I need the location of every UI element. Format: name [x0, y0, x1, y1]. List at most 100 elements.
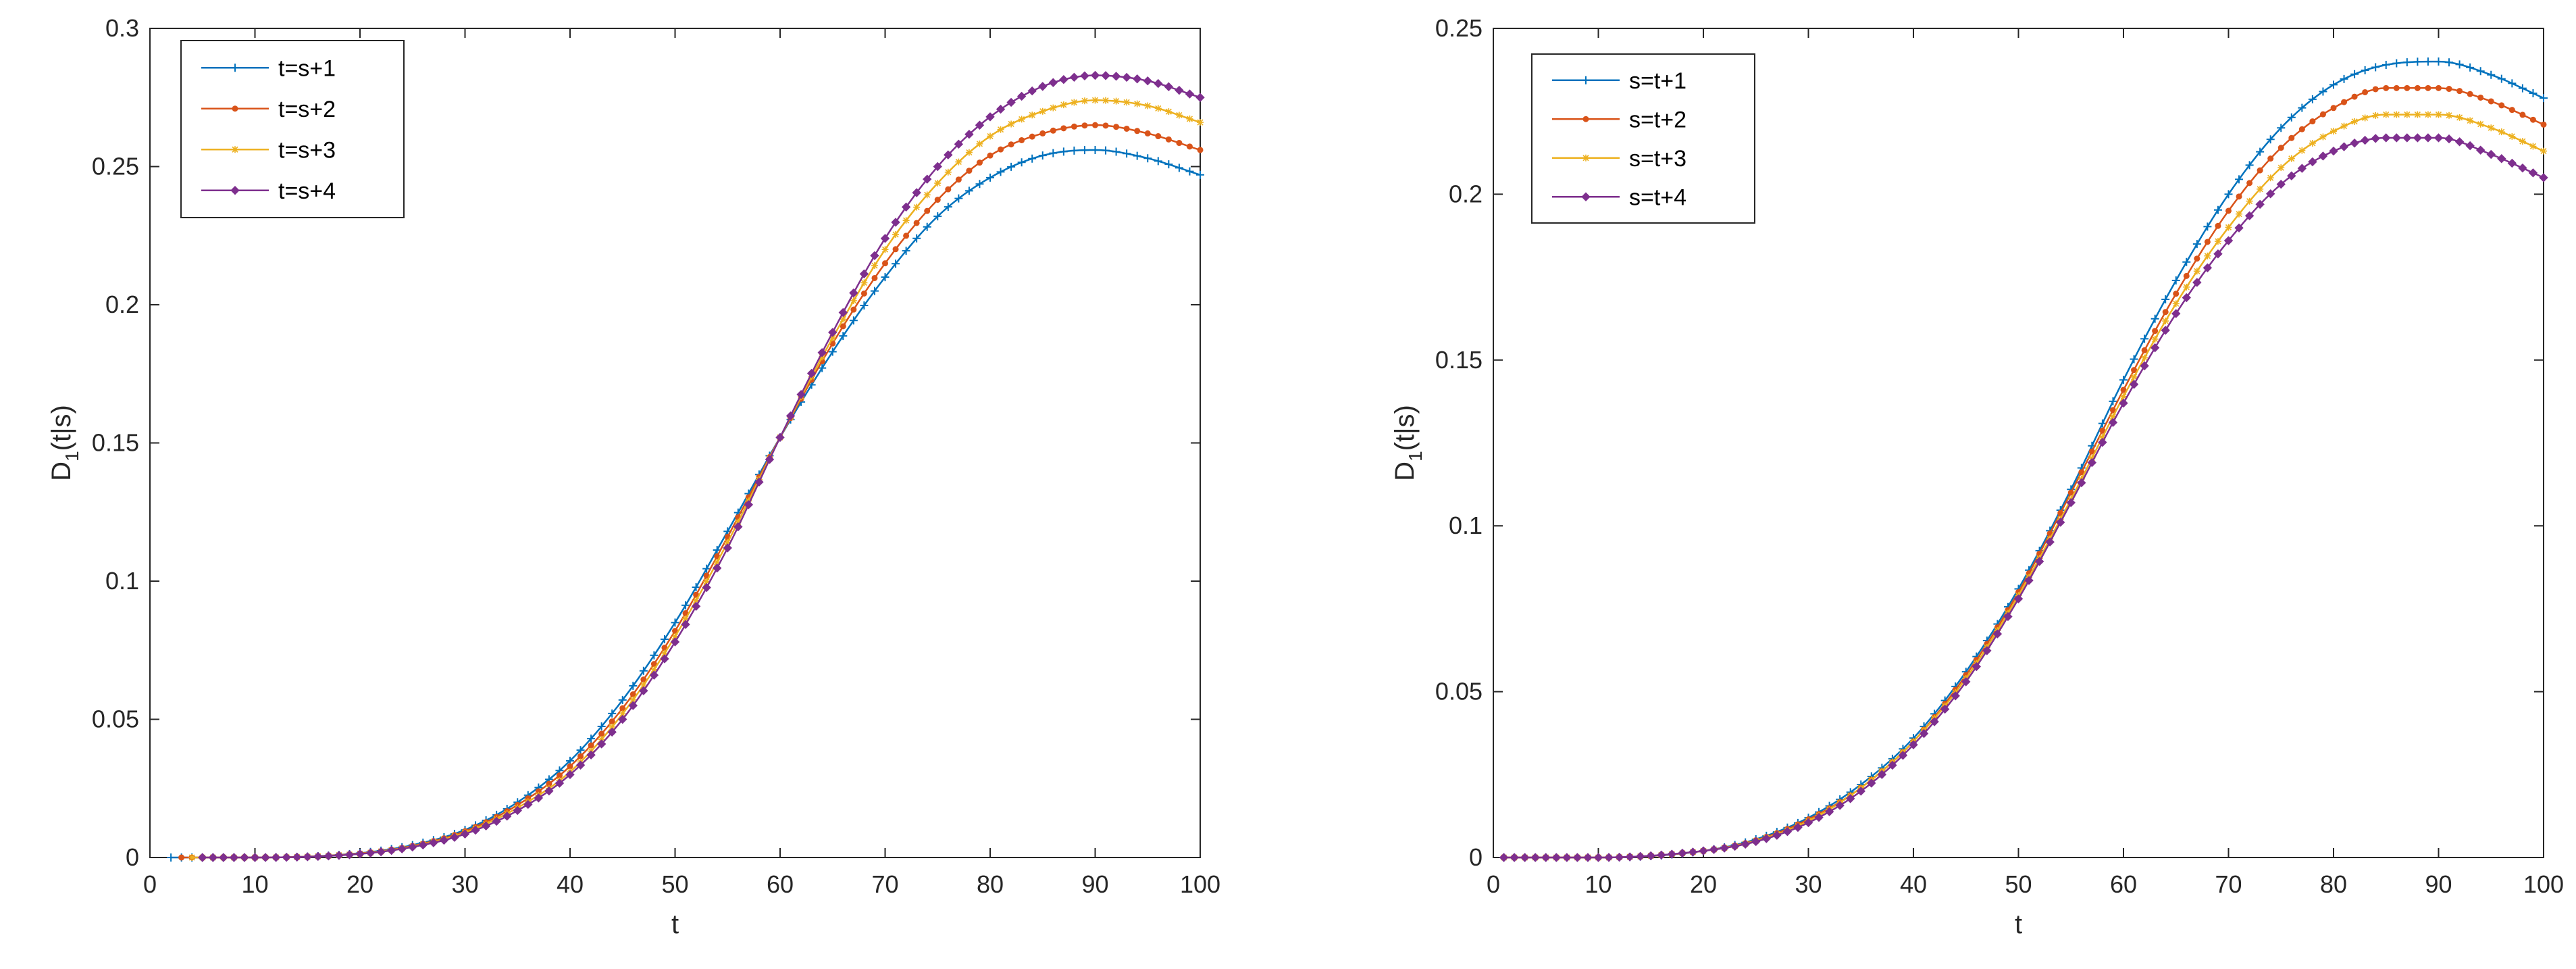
chart1-ylabel-main: D [47, 462, 76, 481]
chart1-series-1-marker [828, 347, 837, 356]
chart2-series-1-marker [2350, 70, 2359, 78]
chart2-series-4-marker [1751, 837, 1761, 847]
chart2-series-4-marker [2507, 158, 2517, 168]
chart2-series-2-marker [2414, 84, 2421, 91]
chart2-series-4-marker [2234, 223, 2244, 233]
chart1-series-4-marker [1101, 71, 1110, 80]
chart2-ytick-label: 0.1 [1449, 512, 1483, 539]
chart1-series-4-marker [208, 853, 218, 862]
chart1-series-4-marker [954, 139, 964, 149]
chart1-series-2-marker [976, 159, 983, 166]
chart2-series-4-marker [2276, 179, 2286, 189]
chart1-series-3-marker [840, 316, 847, 323]
chart1-series-3-marker [1165, 108, 1173, 116]
chart2-xtick-label: 70 [2215, 870, 2242, 898]
chart1-series-1-marker [650, 651, 659, 660]
chart1-series-4-marker [733, 522, 743, 532]
chart2-series-4-marker [2371, 134, 2380, 143]
chart2-series-3-marker [2141, 354, 2148, 362]
chart1-series-3-marker [188, 854, 196, 861]
chart1-series-4-marker [198, 853, 207, 862]
chart1-xtick-label: 40 [557, 870, 584, 898]
chart1-series-2-marker [1113, 124, 1120, 130]
chart1-series-1-marker [1102, 146, 1110, 155]
chart1-series-4-marker [1195, 93, 1205, 102]
chart1-series-1-marker [1059, 147, 1068, 156]
chart2-series-2-marker [2467, 91, 2473, 97]
chart2-series-4-marker [1845, 794, 1855, 803]
chart1-series-4-marker [912, 188, 921, 197]
chart2-series-1-marker [2497, 74, 2506, 83]
chart2-series-4-marker [1678, 848, 1687, 858]
chart2-series-1-marker [2487, 70, 2496, 79]
chart2-series-4-marker [1730, 841, 1740, 851]
chart2-xtick-label: 10 [1585, 870, 1612, 898]
chart1-series-2-marker [546, 780, 552, 787]
chart2-series-4-marker [1856, 787, 1865, 796]
chart2-xtick-label: 100 [2523, 870, 2564, 898]
chart2-series-2-marker [2383, 84, 2390, 91]
chart2-series-1-marker [2455, 60, 2464, 69]
chart1-series-4-marker [292, 852, 302, 862]
chart2-series-4-marker [2350, 139, 2359, 148]
chart1-series-4-marker [1143, 76, 1152, 86]
chart2-series-4-marker [1772, 830, 1782, 840]
chart1-series-2-marker [535, 788, 542, 795]
chart2-series-1-marker [2361, 66, 2369, 74]
chart1-series-3-marker [965, 149, 973, 156]
chart1-series-1-marker [933, 212, 942, 221]
chart2-series-3-marker [2477, 120, 2484, 128]
chart2-series-4-marker [2098, 437, 2107, 447]
chart1-series-4-marker [334, 851, 344, 860]
chart2-series-3-marker [2236, 210, 2243, 218]
chart1-series-1-marker [671, 618, 679, 627]
chart1-series-1-marker [618, 695, 627, 704]
chart1-series-4-marker [838, 307, 848, 318]
chart2-legend-marker-3 [1582, 154, 1589, 162]
chart2-series-3-marker [2098, 434, 2106, 441]
chart1-series-1-marker [964, 187, 973, 195]
chart1-series-2-marker [1050, 127, 1056, 134]
chart1-series-2-marker [850, 306, 857, 313]
chart2-series-2-marker [2519, 111, 2526, 118]
chart1-series-1-marker [1164, 160, 1173, 169]
chart2-ylabel-sub: 1 [1405, 451, 1426, 462]
chart2-series-4-marker [1940, 704, 1950, 714]
chart1-series-3-marker [1050, 104, 1057, 111]
chart2-series-4-marker [1699, 846, 1708, 855]
chart2-series-4-marker [2213, 249, 2223, 259]
chart1-series-4-marker [649, 670, 659, 680]
chart1-xtick-label: 20 [346, 870, 373, 898]
chart2-xtick-label: 40 [1900, 870, 1927, 898]
chart2-series-2-marker [2351, 93, 2358, 100]
chart2-series-2-marker [2393, 84, 2400, 91]
chart1-series-4-marker [544, 786, 554, 796]
chart1-legend-label-4: t=s+4 [278, 178, 336, 204]
chart2-series-1-marker [2434, 57, 2443, 66]
chart1-legend: t=s+1 t=s+2 t=s+3 t=s+4 [180, 40, 405, 218]
chart2-series-4-marker [1919, 728, 1929, 739]
chart1-series-2-marker [609, 718, 615, 725]
chart1-series-3-marker [724, 539, 731, 546]
chart2-series-1-marker [2392, 59, 2401, 68]
chart2-series-3-marker [2183, 283, 2190, 291]
chart1-series-4-marker [555, 778, 565, 788]
chart2-series-2-marker [2152, 328, 2159, 334]
chart2-series-3-marker [2162, 318, 2169, 325]
chart2-ytick-label: 0.15 [1435, 346, 1483, 374]
chart2-series-4-marker [1867, 778, 1876, 788]
chart1-series-2-marker [577, 753, 584, 760]
chart2-series-1-marker [2130, 355, 2138, 364]
chart1-series-4-marker [586, 750, 596, 760]
chart2-series-3-marker [2529, 143, 2537, 150]
chart1-series-2-marker [588, 742, 594, 749]
chart1-series-3-marker [871, 262, 878, 270]
chart1-series-1-marker [954, 194, 963, 203]
chart1-series-3-marker [913, 203, 921, 211]
chart1-series-3-marker [1102, 97, 1110, 104]
chart2-series-4-marker [1982, 646, 1992, 655]
chart2-series-4-marker [2465, 141, 2475, 151]
chart1-series-4-marker [765, 455, 775, 464]
chart2-series-2-marker [2319, 111, 2326, 118]
chart1-series-2-marker [567, 763, 573, 770]
